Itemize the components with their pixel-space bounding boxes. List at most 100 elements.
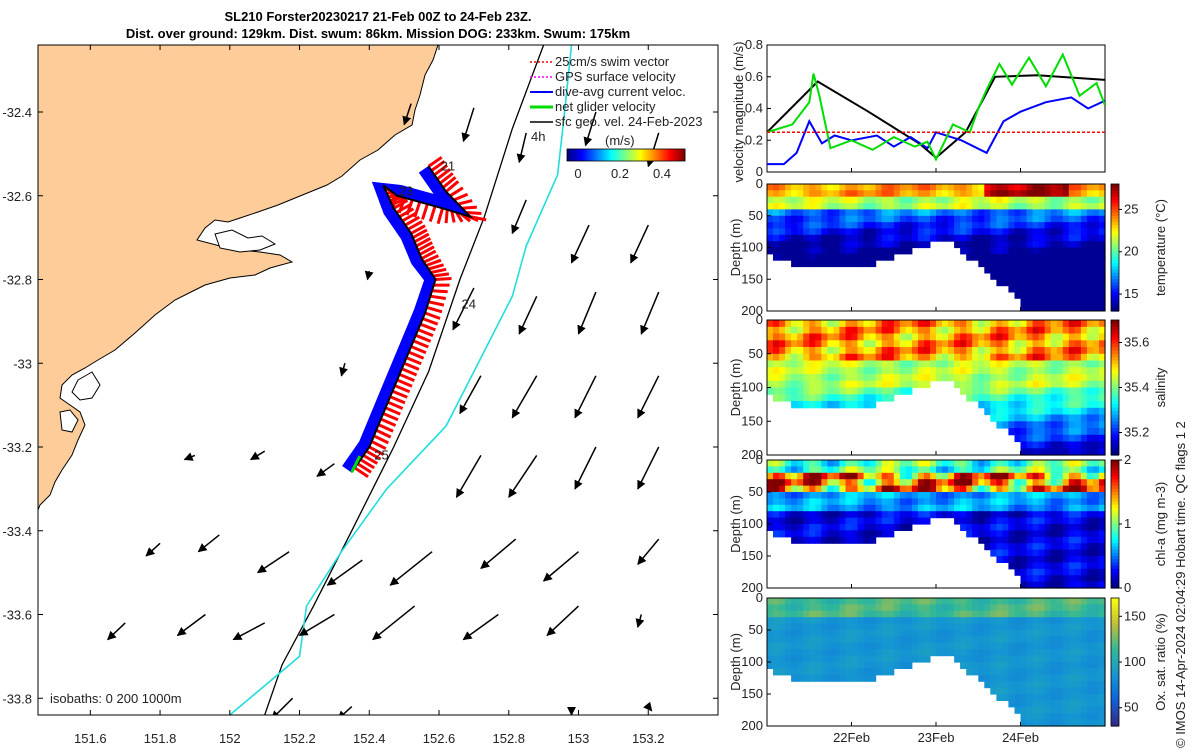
section-cell [1099,460,1106,467]
section-cell [1068,434,1076,443]
section-cell [821,479,828,487]
section-y-tick-label: 200 [741,718,763,733]
section-cell [851,253,859,261]
section-cell [1056,568,1064,576]
section-cell [984,668,991,676]
section-cell [767,353,774,362]
swim-vector [405,356,422,366]
section-cell [1086,674,1094,682]
section-cell [839,536,846,544]
section-cell [881,610,889,618]
section-colorbar-cell [1111,347,1119,351]
section-cell [827,234,834,242]
section-cell [785,485,792,493]
section-cell [1062,374,1070,382]
section-cell [1020,517,1028,525]
section-cell [1086,617,1094,625]
section-cell [972,524,979,531]
section-cell [857,642,865,650]
section-cell [899,360,907,368]
section-cell [972,623,979,631]
map-colorbar [567,149,686,161]
section-cell [767,209,774,217]
section-cell [1056,466,1064,474]
section-cell [1002,642,1009,650]
section-cell [857,326,865,335]
map-colorbar-cell [581,149,583,161]
section-cell [978,234,985,242]
section-cell [1062,479,1070,487]
section-cell [1056,655,1064,663]
map-colorbar-cell [602,149,604,161]
section-cell [996,524,1003,531]
section-cell [1099,304,1106,312]
section-cell [815,360,822,368]
section-colorbar-cell [1111,694,1119,698]
map-colorbar-cell [586,149,588,161]
section-colorbar-cell [1111,234,1119,239]
section-cell [821,241,828,249]
section-cell [917,333,925,341]
section-cell [767,472,774,480]
section-cell [917,636,925,644]
section-cell [990,407,997,416]
section-cell [911,466,919,474]
section-cell [972,394,979,402]
section-cell [911,353,919,362]
swim-vector [421,203,429,220]
section-cell [833,394,840,402]
section-cell [1092,190,1100,198]
section-cell [845,360,853,368]
section-cell [1050,266,1058,274]
section-cell [1038,623,1046,631]
section-cell [905,184,913,191]
map-colorbar-cell [676,149,678,161]
section-cell [1038,253,1046,261]
map-y-tick-label: -33.4 [2,524,32,539]
section-cell [1008,504,1015,512]
section-cell [1008,668,1015,676]
section-cell [1056,222,1064,229]
section-cell [905,479,913,487]
section-cell [1068,668,1076,676]
section-cell [827,196,834,204]
section-cell [984,196,991,204]
section-colorbar-cell [1111,536,1119,541]
section-cell [1050,428,1058,436]
section-colorbar-cell [1111,620,1119,625]
section-cell [1026,347,1034,355]
section-cell [923,326,931,335]
map-colorbar-cell [625,149,627,161]
section-cell [990,367,997,375]
swim-vector [415,237,432,248]
section-cell [1099,234,1106,242]
section-cell [767,190,774,198]
section-colorbar-cell [1111,633,1119,637]
section-cell [1086,272,1094,280]
map-colorbar-cell [569,149,571,161]
section-cell [1002,414,1009,422]
section-cell [1032,421,1040,429]
section-cell [875,492,883,499]
section-cell [1032,222,1040,229]
map-colorbar-cell [682,149,684,161]
section-colorbar-cell [1111,241,1119,245]
section-cell [1068,719,1076,727]
section-cell [1044,298,1052,306]
section-cell [1026,222,1034,229]
velocity-ticks: 00.20.40.60.8 [745,37,771,179]
map-colorbar-cell [632,149,634,161]
map-colorbar-cell [667,149,669,161]
section-cell [809,498,816,506]
section-cell [1008,285,1015,293]
section-cell [1074,610,1082,618]
section-cell [1008,209,1015,217]
section-cell [978,492,985,499]
section-cell [773,209,780,217]
section-cell [797,498,804,506]
section-colorbar-tick-label: 50 [1124,700,1138,715]
section-cell [887,340,895,348]
section-cell [1086,700,1094,708]
section-cell [893,209,901,217]
section-cell [1014,394,1022,402]
